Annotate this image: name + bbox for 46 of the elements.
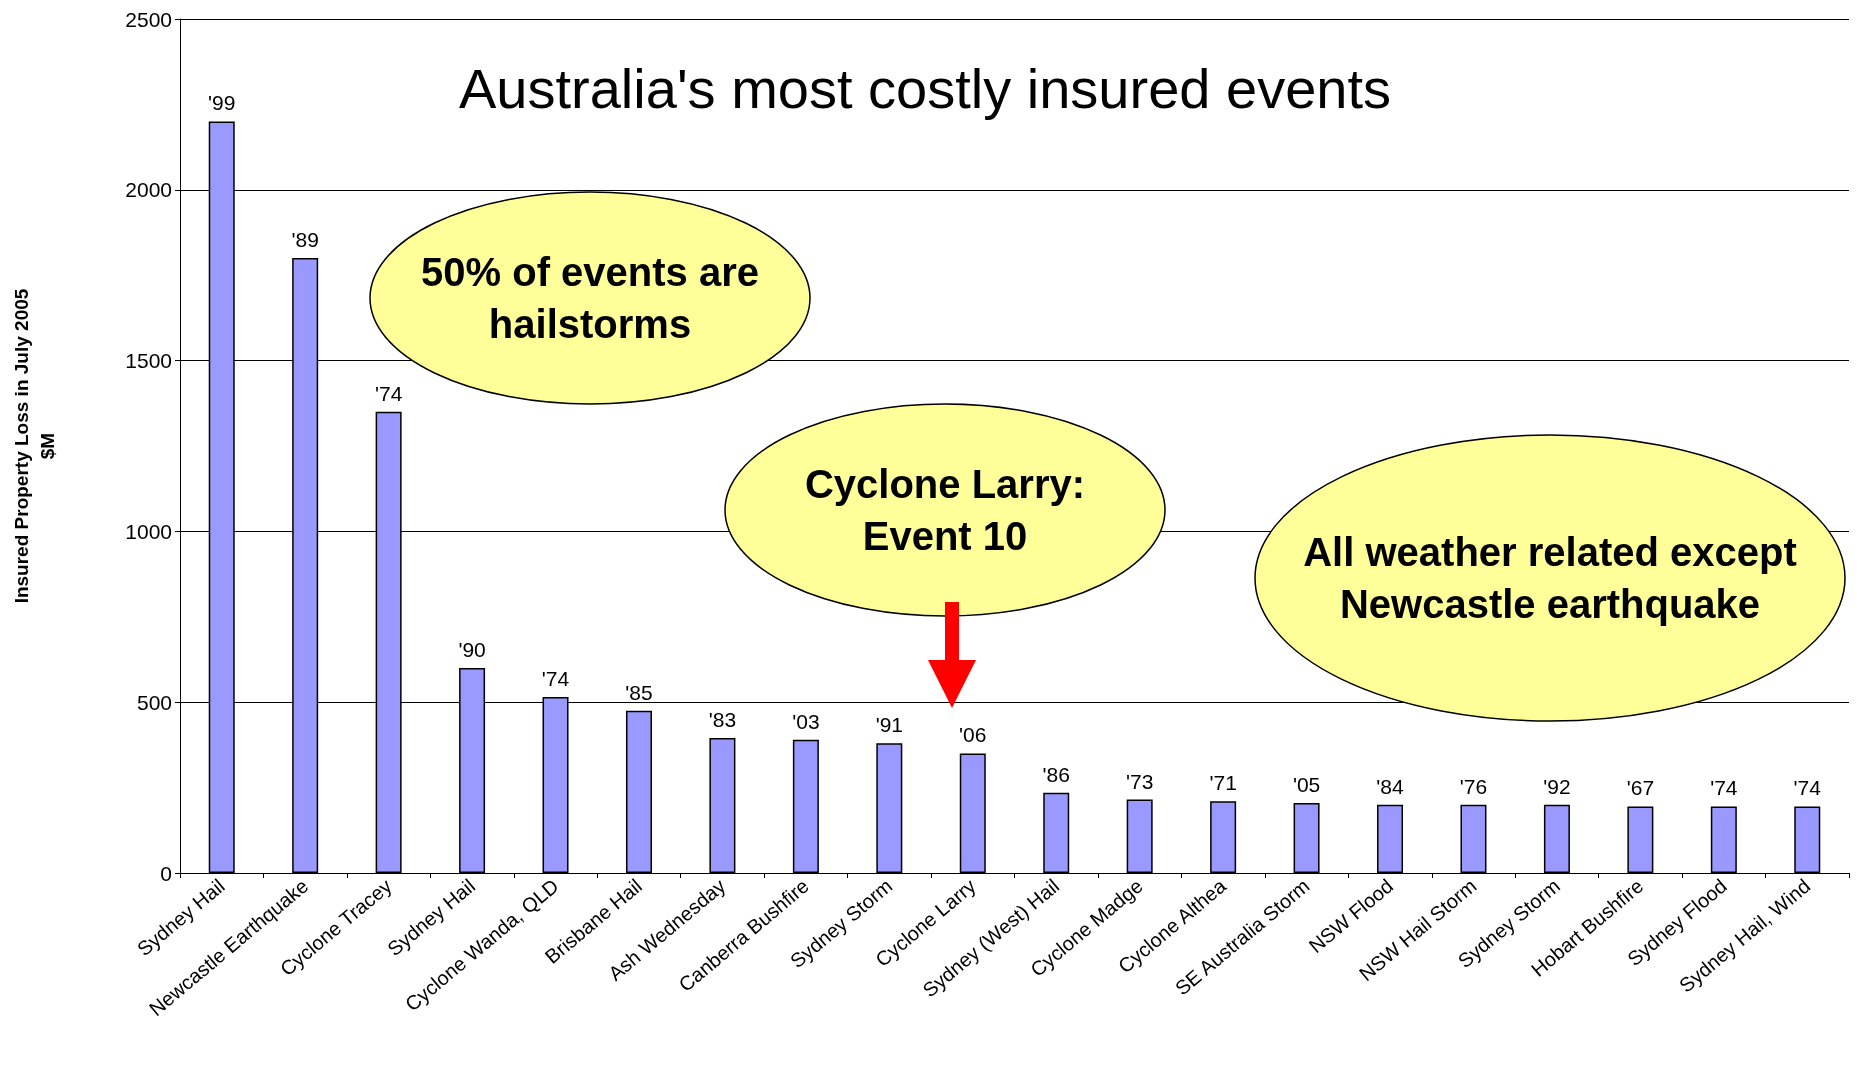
y-tick-label: 2000	[125, 178, 172, 202]
bar	[792, 739, 819, 873]
annotation: '74	[1793, 776, 1822, 800]
annotation: '71	[1209, 771, 1237, 795]
annotation: Cyclone Larry: Event 10	[804, 461, 1086, 560]
annotation: '89	[291, 228, 319, 252]
annotation: '03	[792, 709, 820, 733]
bar	[1460, 804, 1487, 873]
annotation: '67	[1626, 776, 1655, 800]
y-tick-label: 0	[160, 861, 172, 885]
annotation: '76	[1459, 774, 1488, 798]
y-tick-label: 500	[136, 690, 172, 714]
annotation: '91	[875, 713, 904, 737]
annotation: '83	[708, 708, 737, 732]
annotation: '86	[1042, 762, 1070, 786]
annotation: '90	[458, 638, 486, 662]
annotation: '85	[625, 680, 653, 704]
annotation: '73	[1125, 769, 1154, 793]
annotation: '05	[1292, 772, 1321, 796]
bar	[709, 738, 736, 873]
bar	[1794, 806, 1821, 873]
bar	[1710, 806, 1737, 873]
bar	[625, 710, 652, 873]
annotation: '92	[1543, 774, 1571, 798]
bar	[1293, 802, 1320, 873]
annotation: 50% of events are hailstorms	[421, 249, 759, 348]
bar	[1377, 804, 1404, 873]
annotation: '74	[374, 381, 403, 405]
bar	[1210, 801, 1237, 873]
annotation: '99	[208, 91, 236, 115]
annotation: All weather related except Newcastle earthquake	[1303, 529, 1797, 628]
bar	[1126, 799, 1153, 873]
annotation: '74	[541, 667, 570, 691]
y-tick-label: 2500	[125, 7, 172, 31]
bar	[1543, 804, 1570, 873]
y-tick-label: 1000	[125, 519, 172, 543]
text: Australia's most costly insured events	[459, 56, 1391, 120]
annotation: '84	[1376, 774, 1405, 798]
y-tick-label: 1500	[125, 349, 172, 373]
annotation: '74	[1710, 776, 1738, 800]
y-axis-title: Insured Property Loss in July 2005 $M	[10, 288, 58, 604]
bar	[959, 753, 986, 873]
bar	[1627, 806, 1654, 873]
bar	[876, 743, 903, 873]
bar	[1043, 792, 1070, 873]
annotation: '06	[959, 723, 987, 747]
